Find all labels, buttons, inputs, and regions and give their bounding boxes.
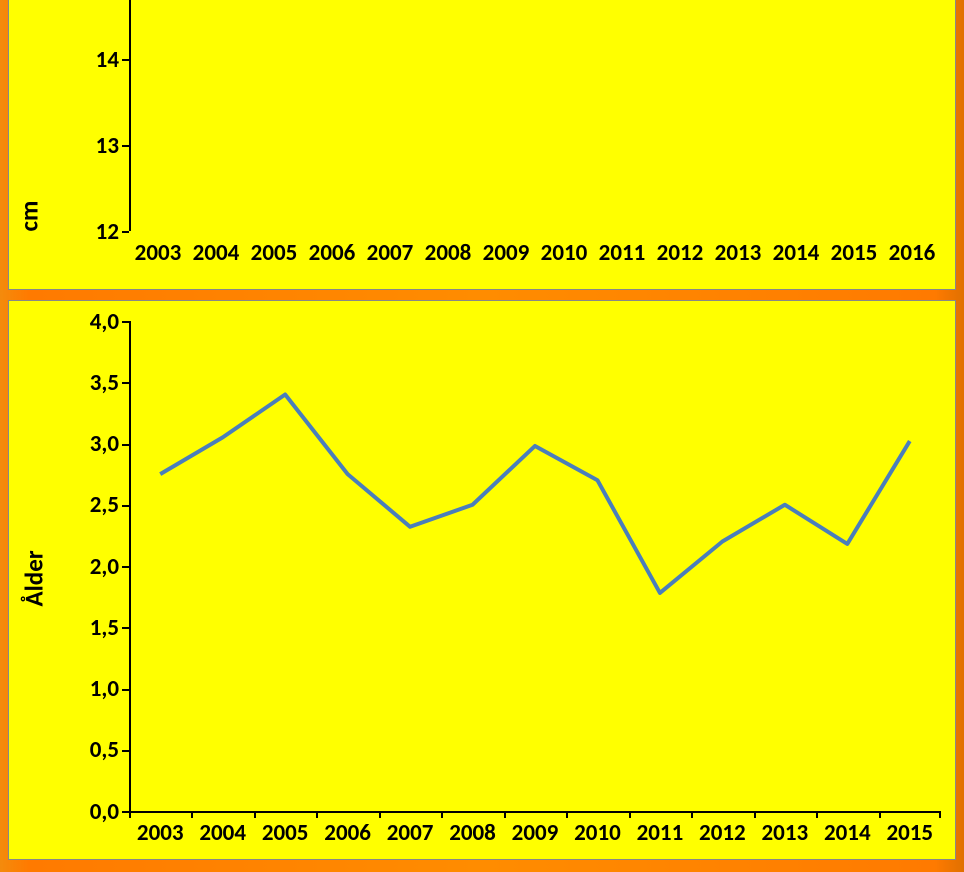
chart2-xtick: 2015	[879, 819, 941, 847]
chart1-xtick: 2004	[187, 239, 245, 267]
chart1-ytick: 14	[96, 46, 119, 74]
chart1-xtick: 2003	[129, 239, 187, 267]
chart1-ytick: 13	[96, 132, 119, 160]
chart2-ytick: 0,5	[90, 736, 119, 764]
chart2-xtick: 2012	[691, 819, 753, 847]
chart2-xaxis	[129, 811, 941, 813]
chart1-xtick: 2014	[767, 239, 825, 267]
chart2-xtick: 2005	[254, 819, 316, 847]
chart1-yaxis	[129, 0, 131, 231]
chart1-xtick: 2006	[303, 239, 361, 267]
chart2-xtick: 2009	[504, 819, 566, 847]
chart2-xtick: 2004	[191, 819, 253, 847]
chart2-ytick: 2,0	[90, 553, 119, 581]
chart1-panel: cm 1213141516172003200420052006200720082…	[8, 0, 956, 290]
chart2-xtick: 2011	[629, 819, 691, 847]
chart1-xtick: 2016	[883, 239, 941, 267]
chart2-xtick: 2006	[316, 819, 378, 847]
chart2-ytick: 0,0	[90, 798, 119, 826]
chart1-xtick: 2005	[245, 239, 303, 267]
chart2-xtick: 2007	[379, 819, 441, 847]
chart2-ytick: 1,5	[90, 614, 119, 642]
chart2-ylabel: Ålder	[19, 537, 50, 607]
chart2-line	[129, 321, 941, 811]
chart1-xtick: 2009	[477, 239, 535, 267]
chart2-ytick: 4,0	[90, 308, 119, 336]
chart1-xtick: 2010	[535, 239, 593, 267]
chart1-xtick: 2013	[709, 239, 767, 267]
chart1-xtick: 2015	[825, 239, 883, 267]
chart2-ytick: 2,5	[90, 491, 119, 519]
chart2-panel: Medelålder Ålder 0,00,51,01,52,02,53,03,…	[8, 300, 956, 860]
chart1-xtick: 2011	[593, 239, 651, 267]
chart1-xtick: 2008	[419, 239, 477, 267]
chart1-ytick: 12	[96, 218, 119, 246]
chart2-xtick: 2014	[816, 819, 878, 847]
chart2-plot	[129, 321, 941, 811]
chart2-ytick: 1,0	[90, 675, 119, 703]
chart2-xtick: 2010	[566, 819, 628, 847]
chart2-ytick: 3,5	[90, 369, 119, 397]
chart1-ylabel: cm	[14, 192, 45, 232]
chart2-xtick: 2008	[441, 819, 503, 847]
chart1-xtick: 2012	[651, 239, 709, 267]
chart2-yaxis	[129, 321, 131, 811]
chart2-ytick: 3,0	[90, 430, 119, 458]
chart1-line	[129, 0, 941, 231]
chart1-xtick: 2007	[361, 239, 419, 267]
chart1-plot	[129, 0, 941, 231]
chart2-xtick: 2003	[129, 819, 191, 847]
chart2-xtick: 2013	[754, 819, 816, 847]
